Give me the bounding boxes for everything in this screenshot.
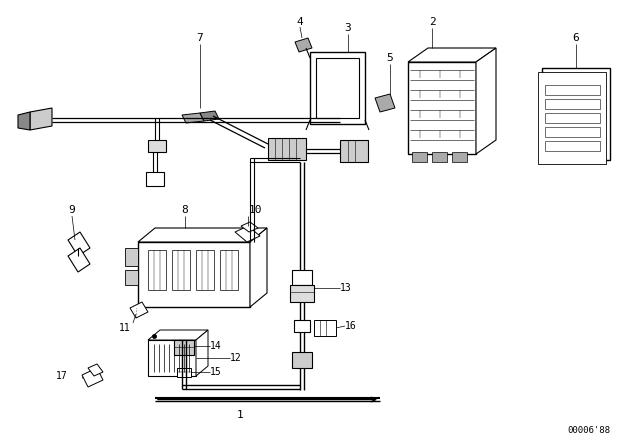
Polygon shape [18,112,30,130]
Bar [545,99,600,109]
Polygon shape [235,226,260,242]
Bar [316,58,359,118]
Bar [452,152,467,162]
Text: 5: 5 [387,53,394,63]
Polygon shape [177,368,191,377]
Text: 00006'88: 00006'88 [567,426,610,435]
Bar [148,340,196,376]
Polygon shape [182,113,204,123]
Text: 10: 10 [248,205,262,215]
Text: 6: 6 [573,33,579,43]
Polygon shape [88,364,103,376]
Polygon shape [130,302,148,318]
Text: 14: 14 [210,341,221,351]
Bar [146,172,164,186]
Bar [545,141,600,151]
Bar [408,62,476,154]
Bar [545,85,600,95]
Text: 16: 16 [345,321,356,331]
Text: 4: 4 [296,17,303,27]
Bar [148,250,166,290]
Polygon shape [68,248,90,272]
Polygon shape [68,232,90,256]
Bar [172,250,190,290]
Bar [542,68,610,160]
Polygon shape [138,228,267,242]
Polygon shape [408,48,496,62]
Polygon shape [200,111,219,121]
Polygon shape [82,368,103,387]
Text: 2: 2 [429,17,435,27]
Bar [545,127,600,137]
Text: 3: 3 [344,23,351,33]
Bar [432,152,447,162]
Text: 7: 7 [196,33,204,43]
Text: 12: 12 [230,353,242,363]
Bar [125,248,138,266]
Polygon shape [295,38,312,52]
Polygon shape [375,94,395,112]
Polygon shape [290,285,314,302]
Bar [310,52,365,124]
Polygon shape [174,340,194,355]
Polygon shape [250,228,267,307]
Polygon shape [292,270,312,285]
Polygon shape [294,320,310,332]
Text: 9: 9 [68,205,76,215]
Bar [412,152,427,162]
Polygon shape [292,352,312,368]
Text: 11: 11 [119,323,131,333]
Text: 8: 8 [182,205,188,215]
Polygon shape [196,330,208,376]
Bar [340,140,368,162]
Bar [538,72,606,164]
Polygon shape [148,330,208,340]
Bar [545,113,600,123]
Bar [148,140,166,152]
Text: 17: 17 [56,371,68,381]
Text: 1: 1 [237,410,243,420]
Polygon shape [476,48,496,154]
Bar [268,138,306,160]
Polygon shape [30,108,52,130]
Text: 15: 15 [210,367,221,377]
Bar [125,270,138,285]
Polygon shape [241,222,258,232]
Bar [138,242,250,307]
Bar [196,250,214,290]
Text: 13: 13 [340,283,352,293]
Bar [314,320,336,336]
Bar [220,250,238,290]
